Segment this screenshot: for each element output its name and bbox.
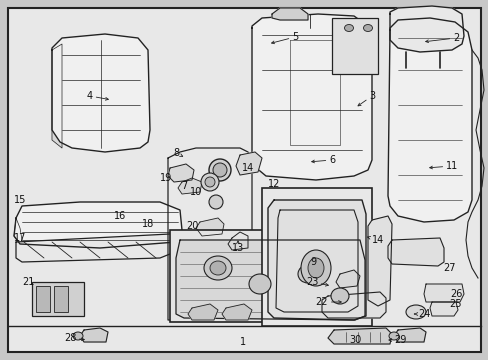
Text: 26: 26 <box>449 289 461 299</box>
Polygon shape <box>367 216 391 306</box>
Polygon shape <box>271 8 307 20</box>
Polygon shape <box>429 302 457 316</box>
Polygon shape <box>14 218 22 244</box>
Ellipse shape <box>330 288 348 304</box>
Text: 27: 27 <box>443 263 455 273</box>
Ellipse shape <box>297 265 317 283</box>
Ellipse shape <box>363 24 372 32</box>
Text: 10: 10 <box>189 187 202 197</box>
Text: 12: 12 <box>267 179 280 189</box>
Text: 19: 19 <box>160 173 172 183</box>
Ellipse shape <box>203 256 231 280</box>
Text: 1: 1 <box>240 337 245 347</box>
Text: 9: 9 <box>309 257 315 267</box>
Bar <box>331 18 377 74</box>
Ellipse shape <box>209 261 225 275</box>
Text: 5: 5 <box>271 32 298 44</box>
Ellipse shape <box>307 258 324 278</box>
Ellipse shape <box>248 274 270 294</box>
Text: 30: 30 <box>348 335 360 345</box>
Ellipse shape <box>204 177 215 187</box>
Polygon shape <box>196 218 224 236</box>
Text: 17: 17 <box>14 233 26 243</box>
Polygon shape <box>387 18 471 222</box>
Text: 4: 4 <box>87 91 108 101</box>
Polygon shape <box>16 234 176 262</box>
Polygon shape <box>335 270 359 288</box>
Text: 3: 3 <box>357 91 374 106</box>
Polygon shape <box>14 202 182 248</box>
Text: 14: 14 <box>242 163 254 173</box>
Polygon shape <box>52 44 62 148</box>
Bar <box>54 286 68 312</box>
Polygon shape <box>236 152 262 175</box>
Bar <box>32 282 84 316</box>
Text: 23: 23 <box>305 277 327 287</box>
Polygon shape <box>52 34 150 152</box>
Polygon shape <box>289 40 339 145</box>
Text: 20: 20 <box>185 221 198 231</box>
Text: 22: 22 <box>315 297 341 307</box>
Text: 21: 21 <box>22 277 34 287</box>
Ellipse shape <box>388 332 398 340</box>
Bar <box>170 230 369 322</box>
Text: 6: 6 <box>311 155 334 165</box>
Polygon shape <box>168 164 194 182</box>
Polygon shape <box>187 304 218 320</box>
Text: 24: 24 <box>414 309 429 319</box>
Ellipse shape <box>301 250 330 286</box>
Text: 15: 15 <box>14 195 26 205</box>
Ellipse shape <box>208 195 223 209</box>
Text: 16: 16 <box>114 211 126 221</box>
Ellipse shape <box>73 332 83 340</box>
Text: 2: 2 <box>425 33 458 43</box>
Polygon shape <box>387 238 443 266</box>
Polygon shape <box>222 304 251 320</box>
Text: 29: 29 <box>388 335 406 345</box>
Polygon shape <box>178 178 202 194</box>
Text: 14: 14 <box>367 235 384 245</box>
Polygon shape <box>321 292 385 318</box>
Text: 25: 25 <box>449 299 461 309</box>
Polygon shape <box>227 232 247 250</box>
Polygon shape <box>251 14 371 180</box>
Ellipse shape <box>208 159 230 181</box>
Ellipse shape <box>201 173 219 191</box>
Text: 13: 13 <box>231 241 244 253</box>
Text: 8: 8 <box>173 148 183 158</box>
Bar <box>36 286 50 312</box>
Text: 11: 11 <box>429 161 457 171</box>
Ellipse shape <box>405 305 425 319</box>
Text: 7: 7 <box>181 181 187 191</box>
Polygon shape <box>327 328 391 344</box>
Polygon shape <box>423 284 463 302</box>
Text: 28: 28 <box>63 333 84 343</box>
Polygon shape <box>168 148 251 320</box>
Polygon shape <box>389 6 463 52</box>
Bar <box>262 188 371 326</box>
Polygon shape <box>80 328 108 342</box>
Ellipse shape <box>344 24 353 32</box>
Ellipse shape <box>213 163 226 177</box>
Text: 18: 18 <box>142 219 154 229</box>
Polygon shape <box>267 200 365 320</box>
Polygon shape <box>393 328 425 342</box>
Polygon shape <box>176 240 364 320</box>
